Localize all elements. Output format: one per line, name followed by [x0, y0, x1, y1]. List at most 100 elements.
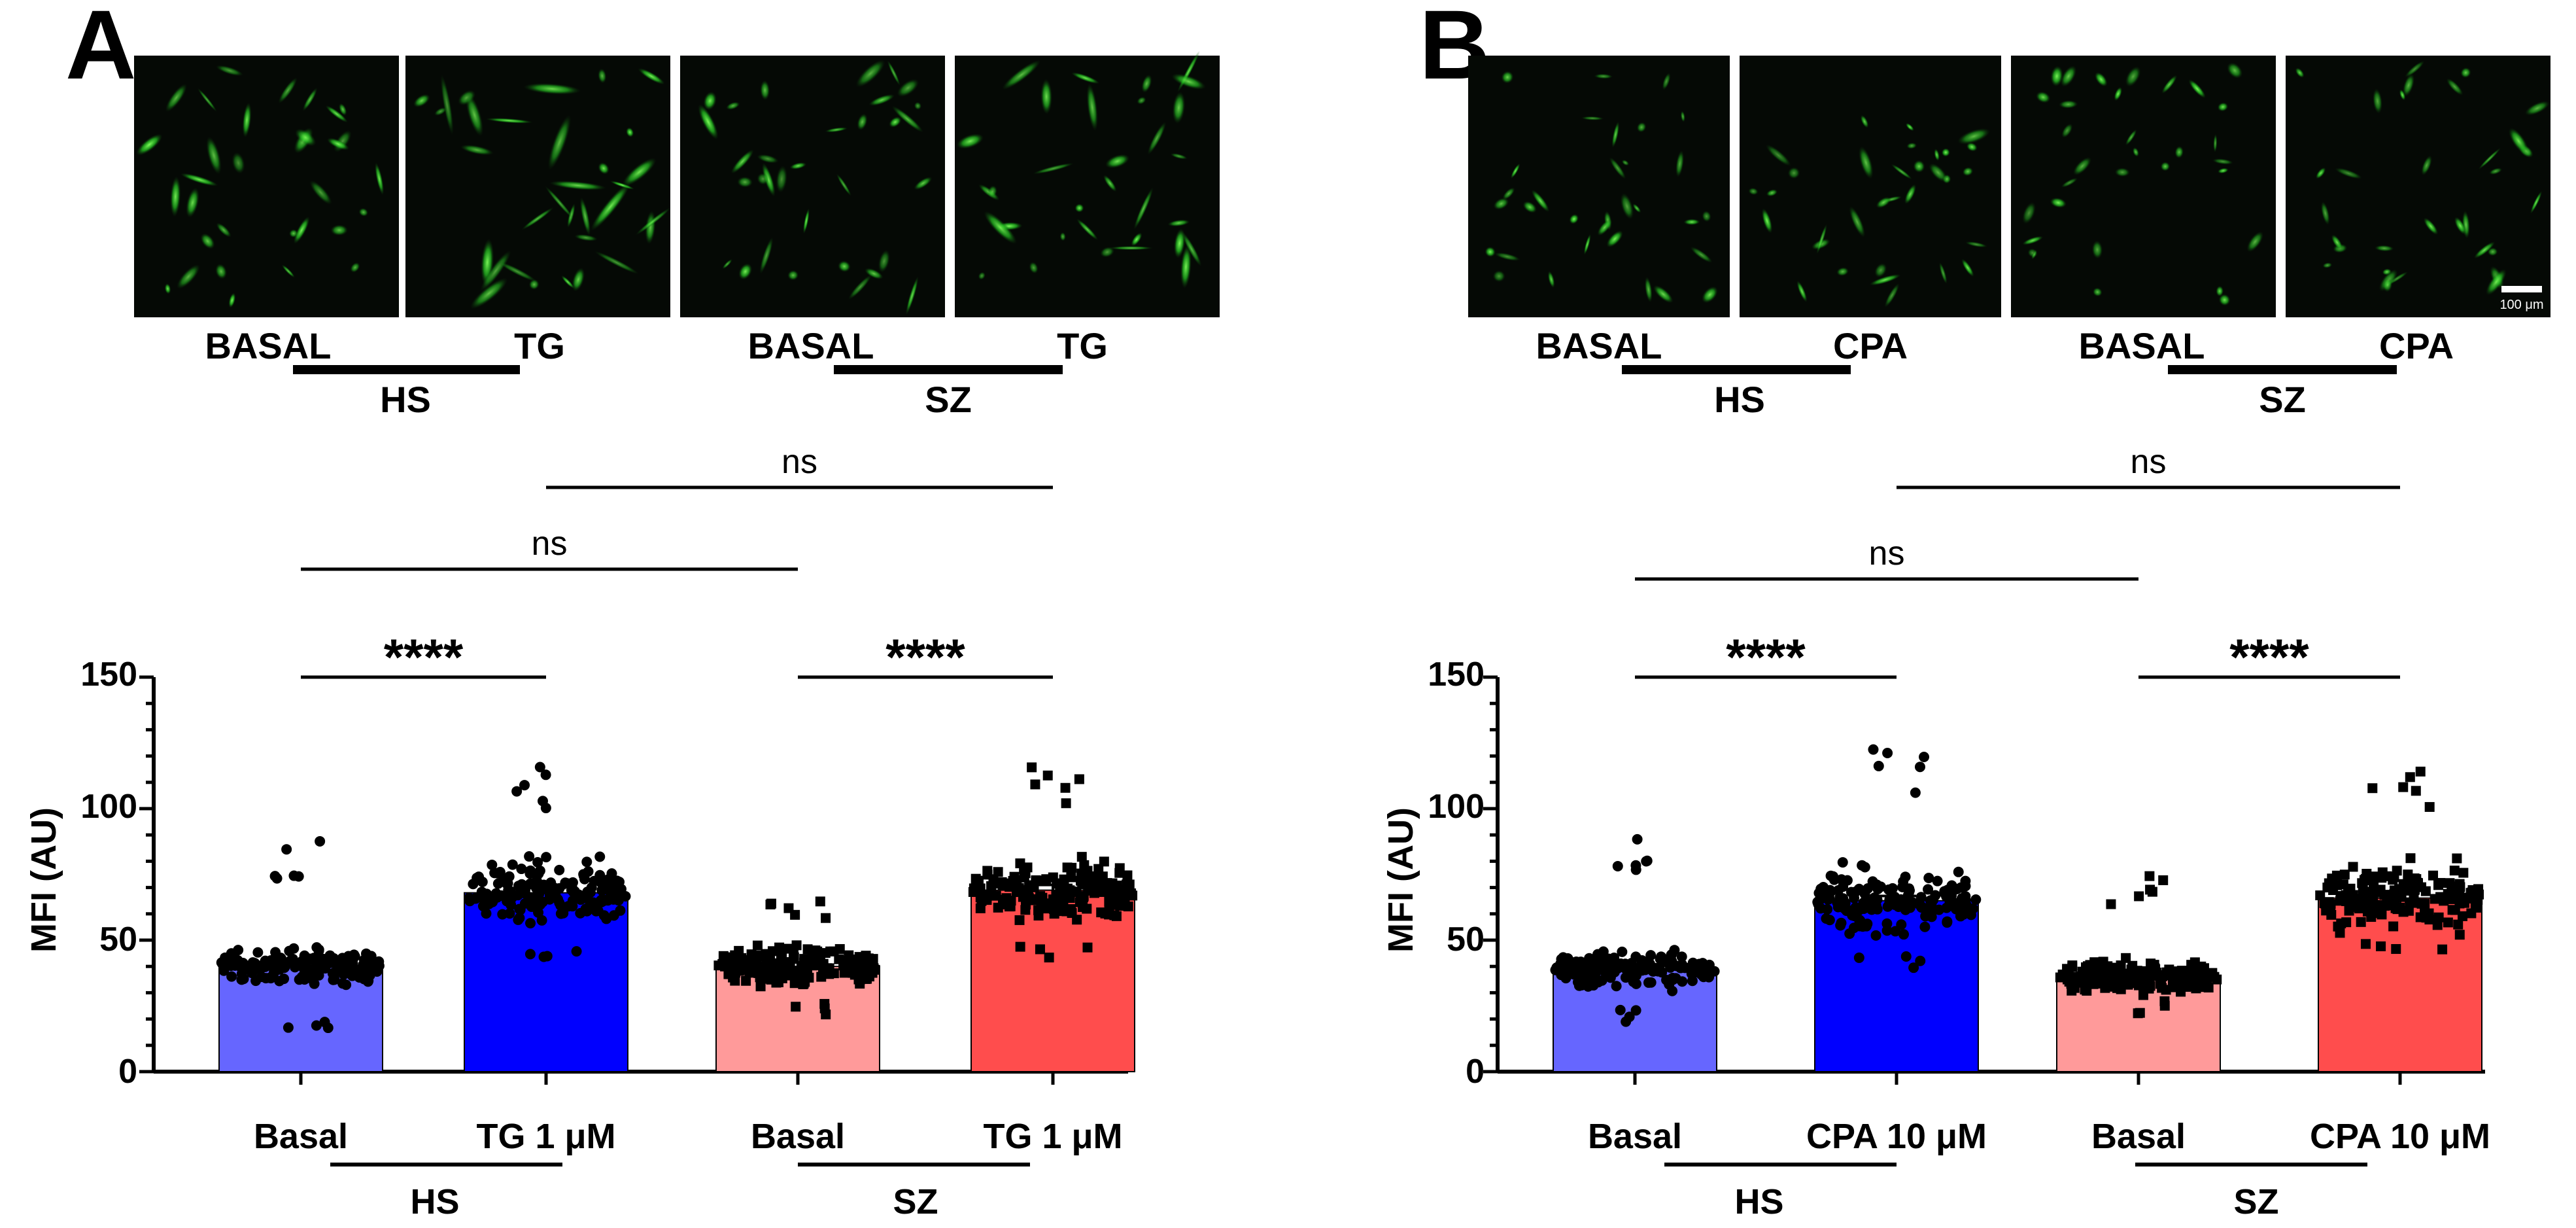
- fluorescent-cell: [2509, 128, 2529, 155]
- fluorescent-cell: [1597, 219, 1612, 236]
- data-point: [2445, 889, 2455, 900]
- data-point: [2197, 967, 2207, 977]
- data-point: [1914, 762, 1925, 773]
- data-point: [279, 974, 290, 985]
- data-point: [268, 968, 279, 979]
- data-point: [815, 896, 825, 907]
- data-point: [555, 908, 566, 919]
- fluorescent-cell: [2125, 129, 2137, 146]
- data-point: [991, 890, 1001, 901]
- data-point: [2341, 917, 2352, 928]
- fluorescent-cell: [1702, 286, 1718, 304]
- fluorescent-cell: [757, 154, 779, 164]
- data-point: [2098, 956, 2108, 967]
- data-point: [2452, 853, 2462, 864]
- fluorescent-cell: [1033, 162, 1074, 175]
- fluorescent-cell: [1934, 149, 1940, 162]
- fluorescent-cell: [1662, 73, 1671, 90]
- data-point: [1823, 894, 1834, 905]
- fluorescent-cell: [776, 165, 787, 193]
- data-point: [237, 958, 249, 969]
- data-point: [540, 769, 551, 781]
- data-point: [2134, 891, 2144, 902]
- ytick-label-a-50: 50: [99, 921, 137, 958]
- data-point: [2354, 903, 2365, 914]
- ytick-label-a-100: 100: [80, 788, 137, 826]
- data-point: [2315, 890, 2326, 901]
- fluorescent-cell: [2217, 102, 2229, 112]
- data-point: [2379, 900, 2390, 911]
- fluorescent-cell: [375, 162, 385, 196]
- data-point: [1946, 896, 1957, 907]
- fluorescent-cell: [1860, 114, 1869, 128]
- data-point: [2144, 983, 2154, 994]
- data-point: [1015, 941, 1025, 952]
- ytick-label-a-150: 150: [80, 656, 137, 693]
- data-point: [997, 877, 1007, 888]
- data-point: [791, 1002, 801, 1012]
- data-point: [2390, 903, 2401, 913]
- data-point: [1124, 879, 1135, 890]
- category-label-b-4: CPA 10 μM: [2310, 1117, 2490, 1156]
- fluorescent-cell: [887, 60, 901, 86]
- data-point: [1946, 880, 1957, 891]
- data-point: [1882, 747, 1893, 758]
- data-point: [533, 868, 544, 879]
- fluorescent-cell: [2373, 88, 2382, 114]
- data-point: [1864, 897, 1875, 908]
- data-point: [2360, 939, 2371, 949]
- data-point: [2076, 973, 2087, 983]
- data-point: [550, 890, 561, 901]
- fluorescent-cell: [1173, 228, 1186, 258]
- data-point: [562, 901, 574, 912]
- data-point: [541, 852, 552, 863]
- fluorescent-cell: [1137, 96, 1146, 105]
- data-point: [554, 864, 565, 875]
- fluorescent-cell: [498, 261, 537, 282]
- data-point: [533, 907, 544, 918]
- fluorescent-cell: [523, 83, 581, 95]
- data-point: [1042, 903, 1053, 914]
- fluorescent-cell: [1913, 160, 1925, 173]
- fluorescent-cell: [1869, 273, 1901, 286]
- fluorescent-cell: [2446, 78, 2464, 96]
- fluorescent-cell: [350, 262, 360, 273]
- fluorescent-cell: [2114, 167, 2130, 177]
- group-label-a-sz: SZ: [893, 1182, 938, 1221]
- fluorescent-cell: [2478, 147, 2501, 170]
- image-label-a-1: BASAL: [205, 325, 332, 366]
- data-point: [299, 950, 310, 961]
- data-point: [2335, 928, 2345, 938]
- data-point: [2086, 978, 2097, 989]
- data-point: [581, 905, 592, 917]
- data-point: [1835, 920, 1846, 931]
- data-point: [1076, 852, 1087, 862]
- fluorescent-cell: [278, 77, 298, 104]
- fluorescent-cell: [737, 176, 753, 188]
- data-point: [2207, 968, 2218, 978]
- data-point: [582, 886, 593, 898]
- data-point: [834, 954, 844, 964]
- data-point: [1024, 880, 1035, 890]
- data-point: [602, 895, 613, 906]
- fluorescent-cell: [1071, 72, 1100, 84]
- data-point: [341, 979, 352, 991]
- data-point: [1821, 913, 1832, 924]
- fluorescent-cell: [1172, 92, 1186, 124]
- data-point: [1643, 977, 1654, 988]
- data-point: [2344, 905, 2354, 916]
- data-point: [2055, 972, 2065, 983]
- fluorescent-cell: [738, 263, 753, 280]
- data-point: [313, 966, 324, 977]
- data-point: [757, 973, 768, 983]
- data-point: [821, 913, 831, 923]
- data-point: [1082, 942, 1093, 953]
- data-point: [2121, 953, 2131, 963]
- fluorescent-cell: [1906, 142, 1917, 149]
- data-point: [766, 898, 776, 909]
- fluorescent-cell: [622, 158, 657, 186]
- data-point: [1850, 902, 1861, 913]
- fluorescent-cell: [293, 216, 310, 244]
- data-point: [2171, 971, 2182, 981]
- image-group-b-sz: SZ: [2259, 379, 2306, 420]
